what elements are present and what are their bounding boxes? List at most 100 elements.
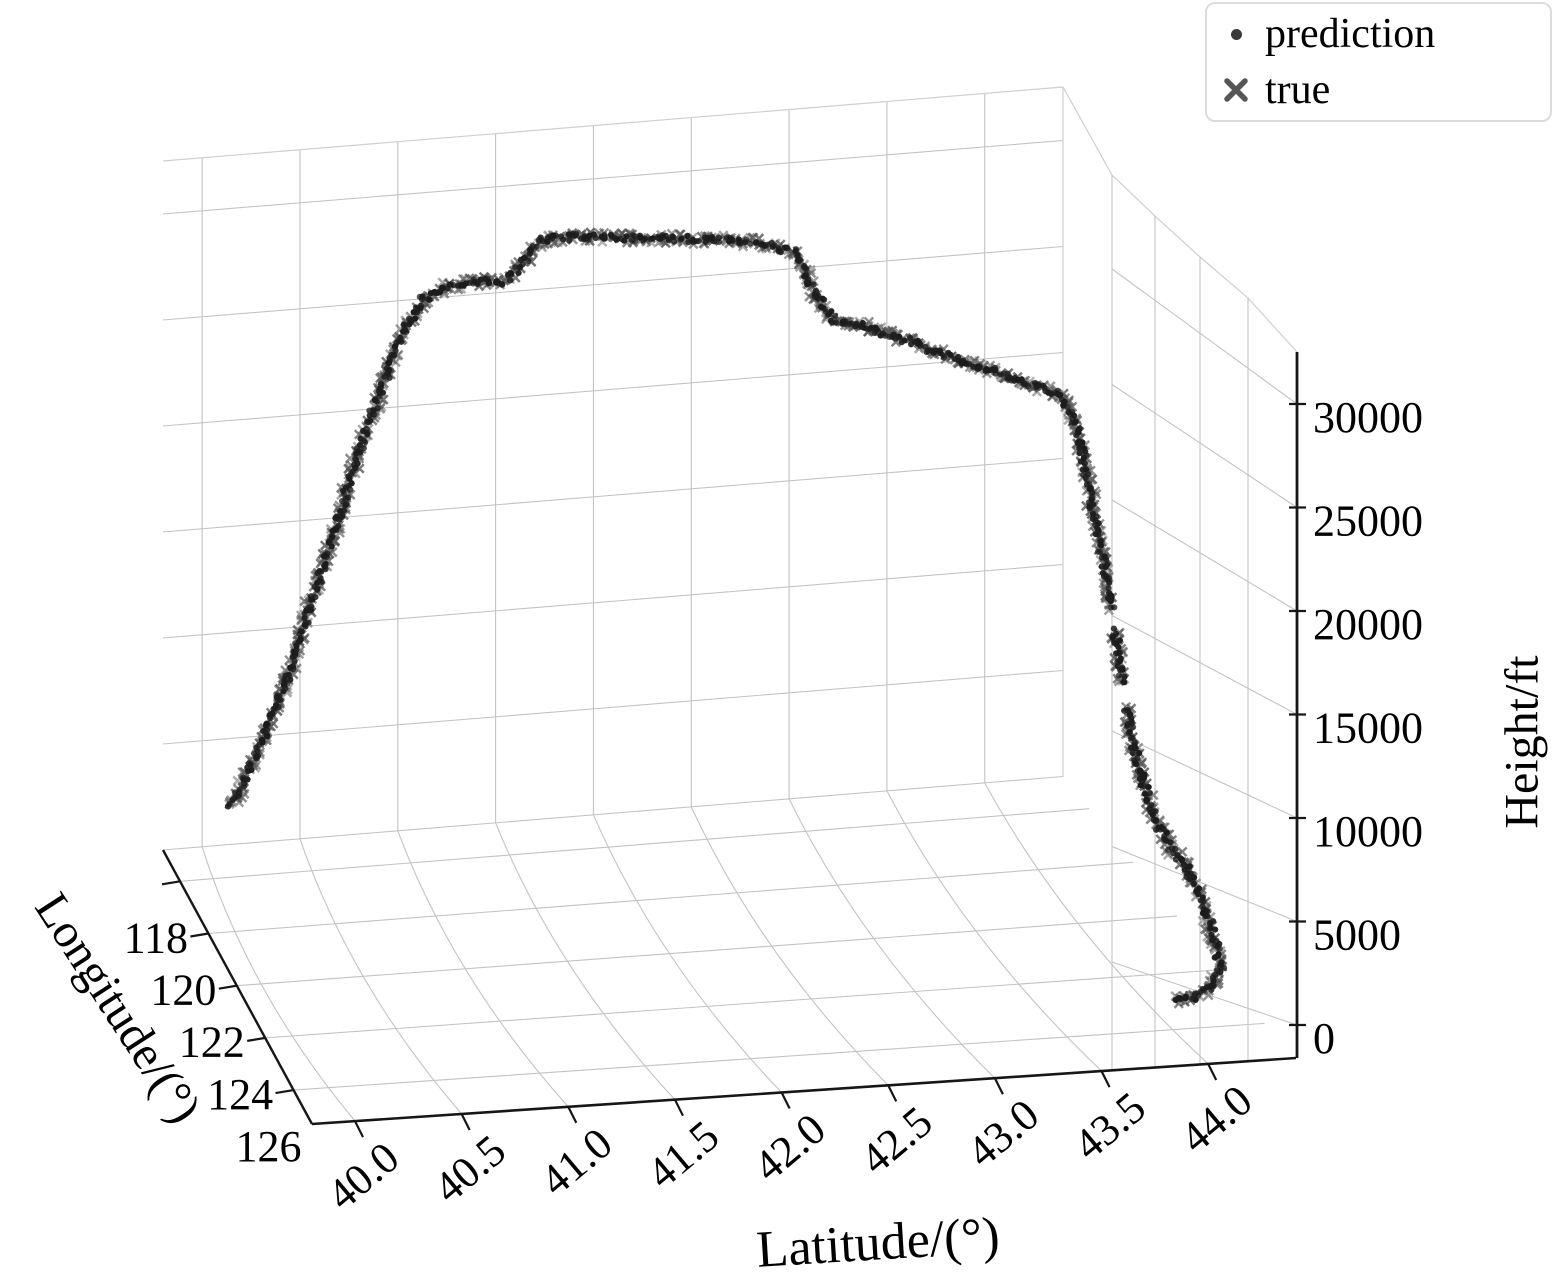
prediction-point — [1170, 850, 1177, 857]
prediction-point — [316, 567, 323, 575]
prediction-point — [357, 435, 364, 442]
latitude-tick-mark — [993, 1077, 1004, 1095]
prediction-point — [1097, 542, 1105, 549]
longitude-tick-mark — [246, 1036, 266, 1042]
prediction-point — [401, 321, 408, 328]
prediction-point — [917, 342, 924, 350]
grid-line — [1111, 845, 1298, 923]
prediction-point — [678, 235, 685, 242]
prediction-point — [499, 281, 506, 288]
prediction-point — [1143, 791, 1150, 798]
prediction-point — [367, 417, 374, 424]
prediction-point — [1157, 826, 1164, 833]
prediction-point — [613, 236, 620, 243]
prediction-point — [1186, 863, 1193, 870]
prediction-dot-marker-icon — [1207, 28, 1265, 40]
prediction-point — [334, 513, 341, 520]
grid-line — [265, 969, 1221, 1039]
legend-label-true: true — [1265, 67, 1331, 113]
prediction-point — [383, 365, 390, 372]
prediction-point — [1144, 796, 1151, 803]
prediction-point — [307, 593, 315, 600]
latitude-tick-label: 41.5 — [638, 1111, 728, 1198]
grid-line — [236, 915, 1178, 987]
prediction-point — [1076, 445, 1083, 452]
grid-line — [984, 782, 1209, 1065]
prediction-point — [671, 238, 678, 245]
latitude-tick-label: 44.0 — [1171, 1075, 1261, 1162]
prediction-point — [419, 293, 426, 300]
latitude-tick-mark — [1207, 1063, 1218, 1081]
prediction-point — [281, 677, 288, 684]
grid-line — [162, 669, 1064, 745]
prediction-point — [684, 232, 691, 239]
prediction-point — [245, 760, 253, 767]
true-x-marker-icon — [1207, 77, 1265, 103]
prediction-point — [439, 284, 447, 292]
legend-item-true: true — [1207, 62, 1550, 118]
prediction-point — [1133, 761, 1140, 768]
prediction-point — [702, 238, 710, 246]
prediction-point — [795, 257, 802, 264]
prediction-point — [317, 575, 324, 582]
prediction-point — [1195, 891, 1202, 898]
latitude-tick-mark — [887, 1084, 898, 1102]
grid-line — [162, 245, 1064, 321]
longitude-tick-label: 122 — [179, 1018, 245, 1067]
prediction-point — [301, 615, 308, 622]
prediction-point — [328, 533, 335, 540]
prediction-point — [353, 456, 360, 463]
longitude-axis-line — [161, 849, 314, 1125]
prediction-point — [1096, 548, 1104, 555]
prediction-point — [1106, 579, 1113, 586]
grid-line — [690, 806, 889, 1086]
prediction-point — [1149, 811, 1156, 819]
latitude-tick-label: 41.0 — [531, 1118, 621, 1205]
grid-line — [162, 139, 1064, 215]
longitude-tick-label: 124 — [207, 1070, 273, 1119]
prediction-point — [1169, 845, 1176, 852]
prediction-point — [308, 603, 315, 610]
prediction-point — [258, 736, 266, 743]
grid-line — [1111, 615, 1298, 715]
prediction-point — [1073, 432, 1080, 439]
prediction-point — [976, 364, 983, 371]
grid-line — [1111, 730, 1298, 819]
grid-line — [592, 814, 782, 1093]
prediction-point — [285, 671, 292, 678]
prediction-point — [1187, 876, 1194, 883]
prediction-point — [240, 776, 247, 783]
prediction-point — [322, 560, 329, 568]
prediction-point — [533, 243, 540, 250]
prediction-point — [267, 712, 274, 719]
prediction-series — [224, 230, 1228, 1004]
prediction-point — [485, 278, 492, 285]
prediction-point — [693, 238, 700, 245]
prediction-point — [457, 282, 464, 289]
grid-line — [495, 822, 676, 1101]
prediction-point — [289, 663, 297, 670]
grid-line — [1111, 384, 1298, 508]
grid-line — [162, 457, 1064, 533]
prediction-point — [507, 269, 514, 276]
prediction-point — [901, 337, 908, 344]
prediction-point — [874, 327, 881, 334]
prediction-point — [1162, 836, 1169, 844]
prediction-point — [1121, 679, 1128, 686]
prediction-point — [1172, 856, 1179, 863]
height-tick-label: 0 — [1313, 1014, 1335, 1063]
prediction-point — [388, 351, 395, 359]
prediction-point — [363, 425, 370, 433]
prediction-point — [378, 381, 385, 388]
prediction-point — [896, 333, 903, 340]
prediction-point — [821, 296, 828, 303]
prediction-point — [1110, 625, 1117, 632]
prediction-point — [374, 405, 381, 412]
prediction-point — [297, 627, 304, 634]
prediction-point — [940, 354, 948, 361]
longitude-tick-mark — [161, 880, 181, 886]
prediction-point — [260, 727, 267, 735]
prediction-point — [1124, 722, 1131, 729]
